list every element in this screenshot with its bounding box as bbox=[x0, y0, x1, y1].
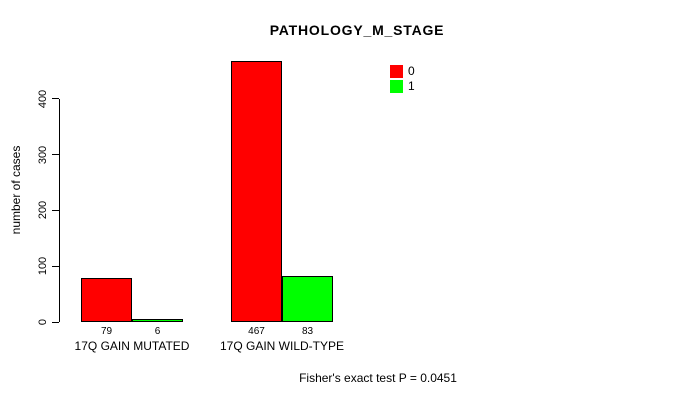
bar-series-1-17q-gain-wild-type bbox=[282, 276, 333, 322]
legend-item: 0 bbox=[390, 64, 415, 79]
bar-value-label: 6 bbox=[154, 326, 161, 337]
legend-swatch-red bbox=[390, 65, 403, 78]
y-axis-tick-label: 100 bbox=[37, 257, 49, 276]
bar-value-label: 79 bbox=[100, 326, 113, 337]
bar-series-1-17q-gain-mutated bbox=[132, 319, 183, 322]
y-axis-title: number of cases bbox=[9, 145, 23, 235]
y-axis-tick bbox=[52, 154, 59, 156]
legend-item: 1 bbox=[390, 79, 415, 94]
y-axis-line bbox=[59, 99, 60, 322]
y-axis-tick bbox=[52, 265, 59, 267]
bar-value-label: 467 bbox=[248, 326, 265, 337]
legend-swatch-green bbox=[390, 80, 403, 93]
y-axis-tick bbox=[52, 209, 59, 211]
y-axis-tick bbox=[52, 98, 59, 100]
bar-series-0-17q-gain-mutated bbox=[81, 278, 132, 322]
category-label: 17Q GAIN MUTATED bbox=[74, 339, 190, 353]
bar-series-0-17q-gain-wild-type bbox=[231, 61, 282, 322]
legend-label: 0 bbox=[408, 64, 415, 78]
legend: 0 1 bbox=[390, 64, 415, 94]
category-label: 17Q GAIN WILD-TYPE bbox=[219, 339, 345, 353]
y-axis-tick-label: 400 bbox=[37, 89, 49, 108]
y-axis-tick-label: 200 bbox=[37, 201, 49, 220]
legend-label: 1 bbox=[408, 79, 415, 93]
chart-title: PATHOLOGY_M_STAGE bbox=[269, 22, 445, 38]
y-axis-tick-label: 300 bbox=[37, 145, 49, 164]
y-axis-tick-label: 0 bbox=[37, 318, 49, 326]
y-axis-tick bbox=[52, 321, 59, 323]
bar-value-label: 83 bbox=[301, 326, 314, 337]
stat-annotation: Fisher's exact test P = 0.0451 bbox=[299, 371, 457, 385]
